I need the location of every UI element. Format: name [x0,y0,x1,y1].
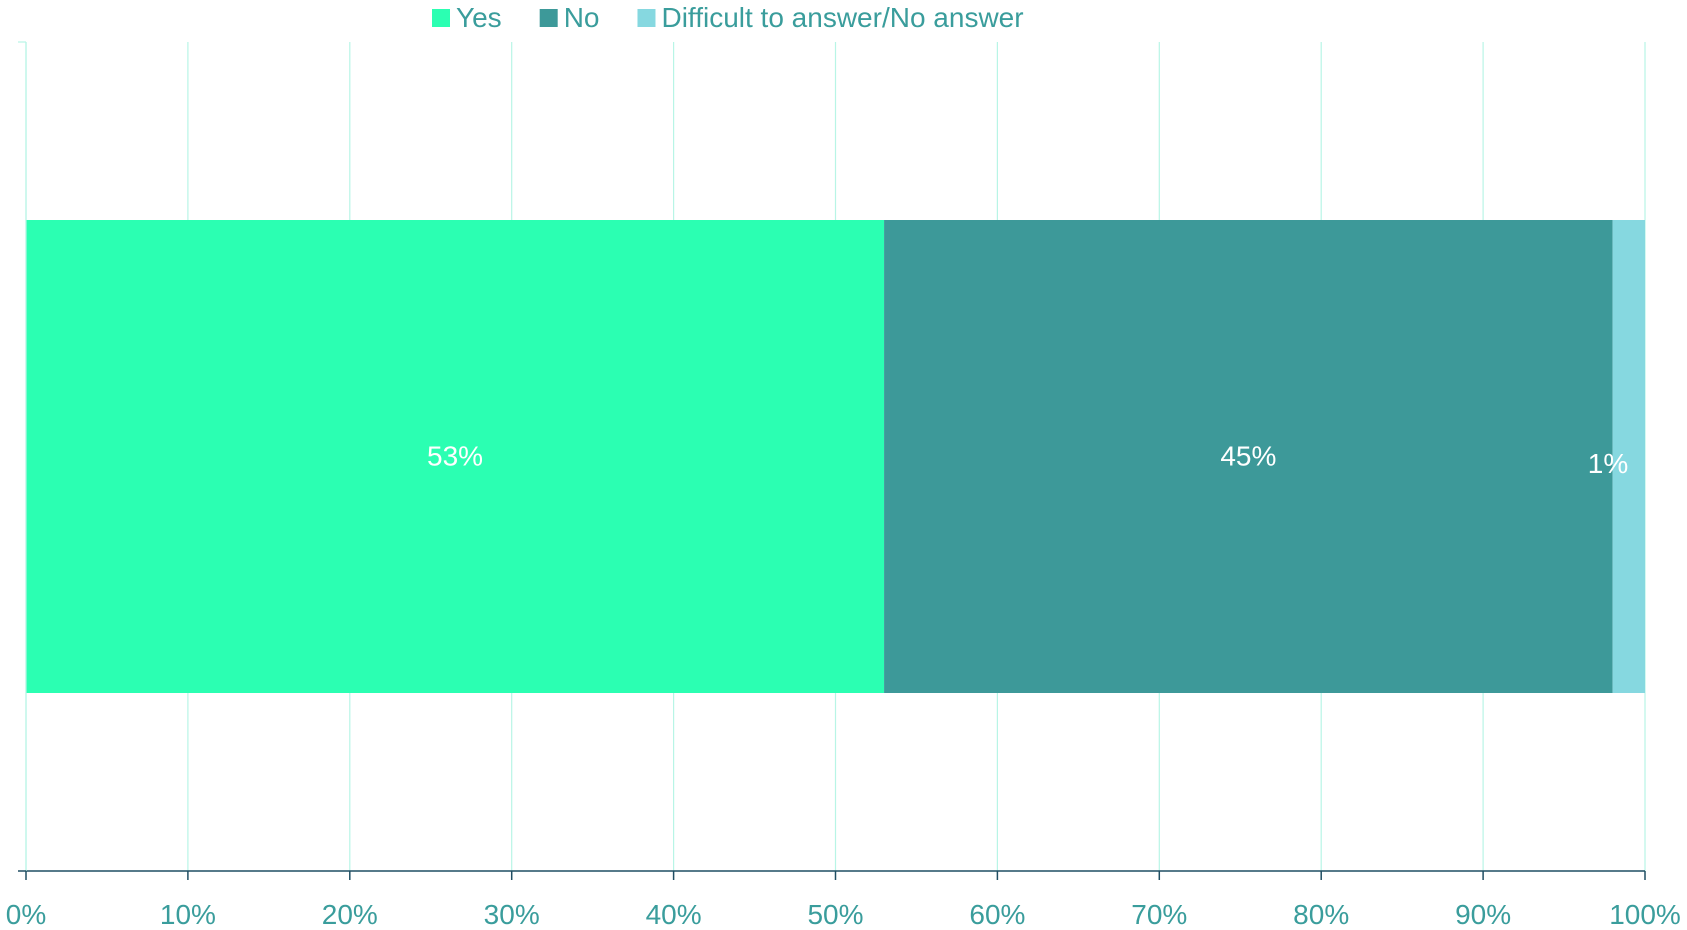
data-label-yes: 53% [427,441,483,472]
x-tick-label-50: 50% [807,899,863,930]
x-tick-label-70: 70% [1131,899,1187,930]
legend-swatch-yes [432,9,450,27]
legend: Yes No Difficult to answer/No answer [432,2,1024,33]
x-tick-label-60: 60% [969,899,1025,930]
x-tick-label-10: 10% [160,899,216,930]
data-labels: 53% 45% 1% [427,441,1628,480]
legend-item-difficult-to-answer-no-answer: Difficult to answer/No answer [637,2,1024,33]
x-tick-label-20: 20% [322,899,378,930]
x-axis: 0% 10% 20% 30% 40% 50% 60% 70% 80% 90% 100% [6,41,1681,930]
legend-label-yes: Yes [456,2,502,33]
legend-swatch-difficult-to-answer-no-answer [637,9,656,27]
x-tick-label-30: 30% [484,899,540,930]
legend-label-difficult-to-answer-no-answer: Difficult to answer/No answer [661,2,1023,33]
legend-item-yes: Yes [432,2,502,33]
legend-swatch-no [539,9,558,27]
x-tick-label-40: 40% [646,899,702,930]
bar-segment-no [884,220,1613,693]
legend-item-no: No [539,2,600,33]
x-tick-label-0: 0% [6,899,46,930]
legend-label-no: No [564,2,600,33]
data-label-no: 45% [1220,441,1276,472]
x-tick-label-90: 90% [1455,899,1511,930]
bar-segment-difficult-to-answer-no-answer [1612,220,1645,693]
data-label-difficult-to-answer-no-answer: 1% [1588,448,1628,479]
x-tick-label-100: 100% [1609,899,1681,930]
bar-segment-yes [26,220,885,693]
bar-segments [26,220,1645,693]
x-tick-label-80: 80% [1293,899,1349,930]
